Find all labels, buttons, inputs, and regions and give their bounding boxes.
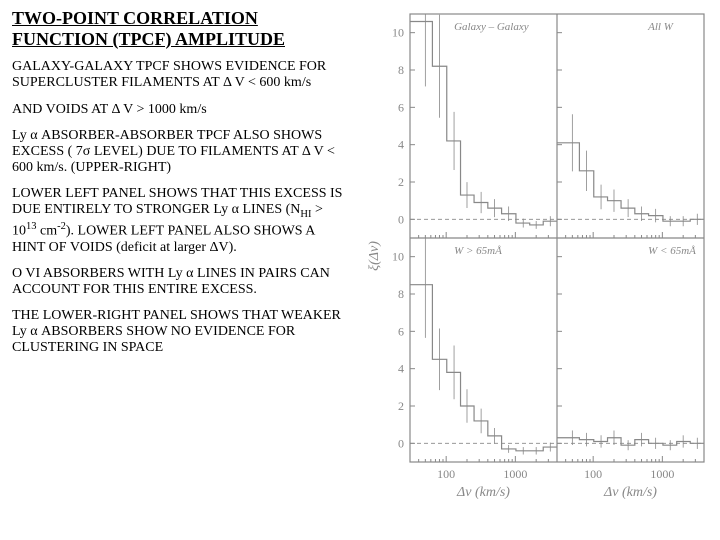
para-2: AND VOIDS AT Δ V > 1000 km/s: [12, 102, 350, 118]
para-4-sup1: 13: [26, 221, 37, 232]
svg-text:8: 8: [398, 287, 404, 301]
text-column: TWO-POINT CORRELATION FUNCTION (TPCF) AM…: [0, 0, 360, 540]
para-4: LOWER LEFT PANEL SHOWS THAT THIS EXCESS …: [12, 186, 350, 256]
para-5: O VI ABSORBERS WITH Ly α LINES IN PAIRS …: [12, 266, 350, 298]
svg-text:1000: 1000: [503, 467, 527, 481]
svg-text:0: 0: [398, 212, 404, 226]
svg-text:Δv (km/s): Δv (km/s): [456, 485, 510, 500]
svg-text:W < 65mÅ: W < 65mÅ: [648, 245, 696, 257]
svg-text:4: 4: [398, 362, 404, 376]
svg-text:0: 0: [398, 436, 404, 450]
figure-column: ξ(Δv) Δv (km/s) Δv (km/s) 0 2 4 6 8 10 Galaxy – G…: [360, 0, 720, 540]
svg-text:All W: All W: [647, 21, 674, 33]
svg-text:4: 4: [398, 138, 404, 152]
para-4a: LOWER LEFT PANEL SHOWS THAT THIS EXCESS …: [12, 186, 342, 217]
para-4-sub: HI: [300, 209, 311, 220]
svg-text:1000: 1000: [650, 467, 674, 481]
page-title: TWO-POINT CORRELATION FUNCTION (TPCF) AM…: [12, 8, 350, 49]
svg-text:6: 6: [398, 324, 404, 338]
svg-text:10: 10: [392, 26, 404, 40]
svg-text:8: 8: [398, 63, 404, 77]
svg-text:100: 100: [437, 467, 455, 481]
para-4e: cm: [37, 224, 58, 239]
svg-text:2: 2: [398, 399, 404, 413]
para-6: THE LOWER-RIGHT PANEL SHOWS THAT WEAKER …: [12, 308, 350, 356]
para-4-sup2: -2: [57, 221, 66, 232]
tpcf-chart: ξ(Δv) Δv (km/s) Δv (km/s) 0 2 4 6 8 10 Galaxy – G…: [364, 6, 712, 506]
para-1: GALAXY-GALAXY TPCF SHOWS EVIDENCE FOR SU…: [12, 59, 350, 91]
svg-text:Galaxy – Galaxy: Galaxy – Galaxy: [454, 21, 529, 33]
para-3: Ly α ABSORBER-ABSORBER TPCF ALSO SHOWS E…: [12, 128, 350, 176]
svg-text:ξ(Δv): ξ(Δv): [367, 241, 382, 271]
svg-text:2: 2: [398, 175, 404, 189]
svg-text:100: 100: [584, 467, 602, 481]
svg-text:W > 65mÅ: W > 65mÅ: [454, 245, 502, 257]
svg-text:Δv (km/s): Δv (km/s): [603, 485, 657, 500]
svg-text:10: 10: [392, 250, 404, 264]
svg-text:6: 6: [398, 100, 404, 114]
